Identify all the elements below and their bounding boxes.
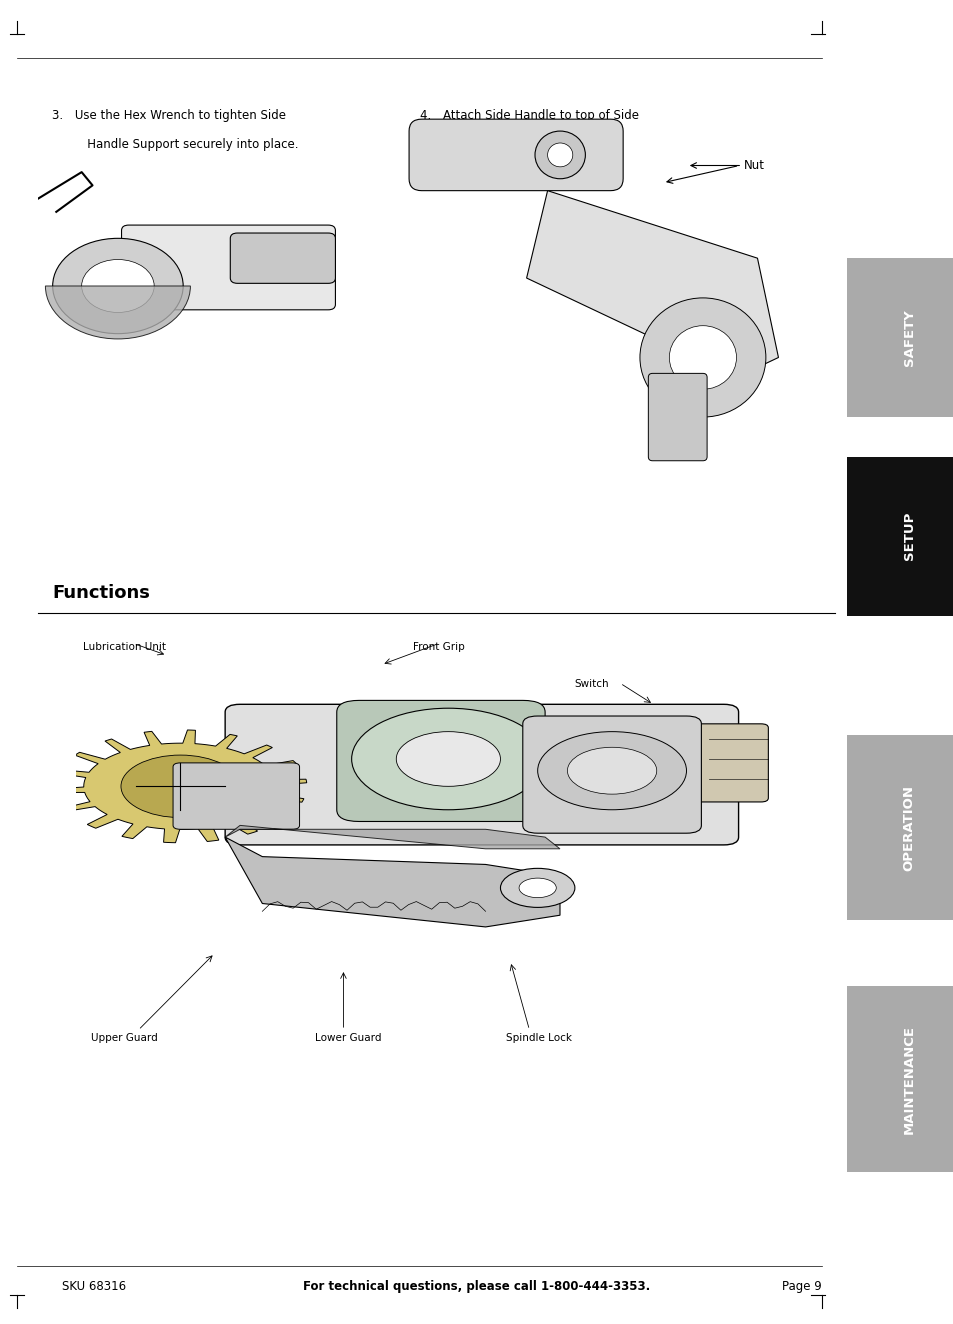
Text: Upper Guard: Upper Guard xyxy=(91,1033,157,1043)
Text: SETUP: SETUP xyxy=(902,512,915,560)
Text: Handle Support using nut.: Handle Support using nut. xyxy=(419,138,610,151)
Text: Front Grip: Front Grip xyxy=(413,642,464,653)
Text: Switch: Switch xyxy=(574,679,608,690)
Text: Lubrication Unit: Lubrication Unit xyxy=(82,642,166,653)
Text: Page 9: Page 9 xyxy=(781,1280,821,1294)
Text: SKU 68316: SKU 68316 xyxy=(62,1280,126,1294)
Text: Handle Support securely into place.: Handle Support securely into place. xyxy=(52,138,298,151)
Text: Lower Guard: Lower Guard xyxy=(314,1033,381,1043)
Text: OPERATION: OPERATION xyxy=(902,785,915,870)
Text: Spindle Lock: Spindle Lock xyxy=(505,1033,572,1043)
FancyBboxPatch shape xyxy=(846,258,953,417)
FancyBboxPatch shape xyxy=(846,735,953,920)
Text: SAFETY: SAFETY xyxy=(902,310,915,365)
FancyBboxPatch shape xyxy=(846,457,953,616)
FancyBboxPatch shape xyxy=(846,986,953,1172)
Text: MAINTENANCE: MAINTENANCE xyxy=(902,1025,915,1133)
Text: 3. Use the Hex Wrench to tighten Side: 3. Use the Hex Wrench to tighten Side xyxy=(52,109,286,122)
Text: Functions: Functions xyxy=(52,584,151,602)
Text: For technical questions, please call 1-800-444-3353.: For technical questions, please call 1-8… xyxy=(303,1280,650,1294)
Text: 4. Attach Side Handle to top of Side: 4. Attach Side Handle to top of Side xyxy=(419,109,639,122)
Text: Nut: Nut xyxy=(743,159,764,172)
